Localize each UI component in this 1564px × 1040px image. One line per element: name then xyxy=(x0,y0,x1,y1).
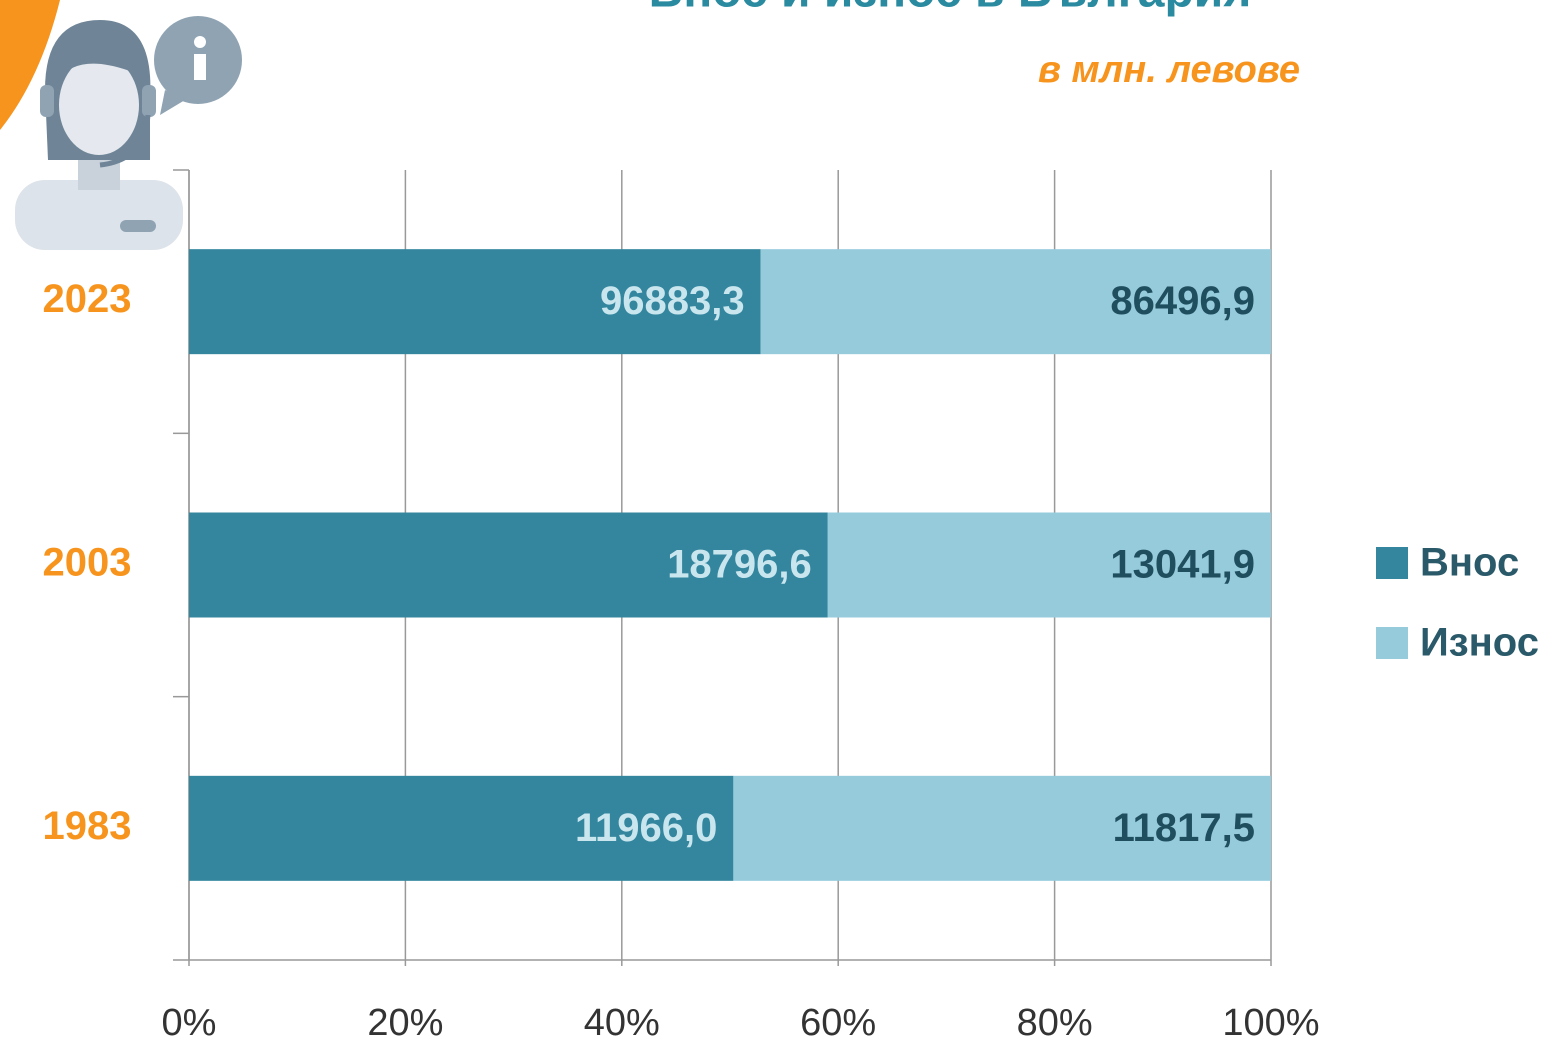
x-tick-label: 80% xyxy=(1017,1002,1093,1040)
legend-swatch xyxy=(1376,627,1408,659)
legend-label: Износ xyxy=(1420,621,1539,665)
bar-segment xyxy=(189,512,828,618)
x-tick-label: 0% xyxy=(162,1002,217,1040)
bar-segment xyxy=(733,775,1271,881)
x-tick-label: 40% xyxy=(584,1002,660,1040)
bar-segment xyxy=(189,249,761,355)
x-tick-label: 60% xyxy=(800,1002,876,1040)
bar-segment xyxy=(827,512,1271,618)
chart-subtitle: в млн. левове xyxy=(1038,49,1300,91)
data-label: 13041,9 xyxy=(1110,543,1255,587)
data-label: 18796,6 xyxy=(667,543,812,587)
x-tick-label: 20% xyxy=(367,1002,443,1040)
y-tick-label: 1983 xyxy=(43,804,132,848)
decor-shape xyxy=(0,0,60,130)
y-tick-label: 2023 xyxy=(43,277,132,321)
bar-segment xyxy=(189,775,734,881)
x-tick-label: 100% xyxy=(1222,1002,1319,1040)
data-label: 96883,3 xyxy=(600,279,745,323)
y-tick-label: 2003 xyxy=(43,541,132,585)
data-label: 11817,5 xyxy=(1113,806,1255,850)
legend-swatch xyxy=(1376,547,1408,579)
data-label: 11966,0 xyxy=(575,806,717,850)
data-label: 86496,9 xyxy=(1110,279,1255,323)
bar-segment xyxy=(760,249,1271,355)
support-icon xyxy=(15,16,242,250)
legend-label: Внос xyxy=(1420,541,1519,585)
chart-title: Внос и износ в България xyxy=(649,0,1252,18)
